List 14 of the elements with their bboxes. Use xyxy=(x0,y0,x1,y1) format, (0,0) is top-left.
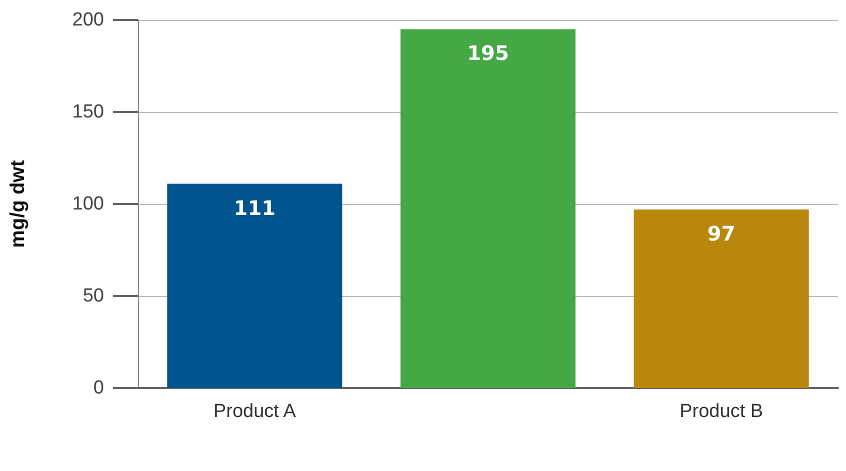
y-tick-label: 50 xyxy=(82,286,104,306)
bar xyxy=(167,184,342,388)
x-tick-label: Product B xyxy=(680,401,764,422)
y-tick-label: 200 xyxy=(72,10,104,30)
bar xyxy=(634,210,809,388)
y-tick-label: 0 xyxy=(93,378,104,398)
data-label: 97 xyxy=(707,222,736,246)
y-axis-title: mg/g dwt xyxy=(7,160,29,248)
x-tick-label: Product A xyxy=(213,401,296,422)
y-tick-label: 150 xyxy=(72,102,104,122)
data-label: 195 xyxy=(467,41,509,66)
bar xyxy=(400,29,576,388)
y-tick-label: 100 xyxy=(72,194,104,214)
data-label: 111 xyxy=(234,196,276,220)
